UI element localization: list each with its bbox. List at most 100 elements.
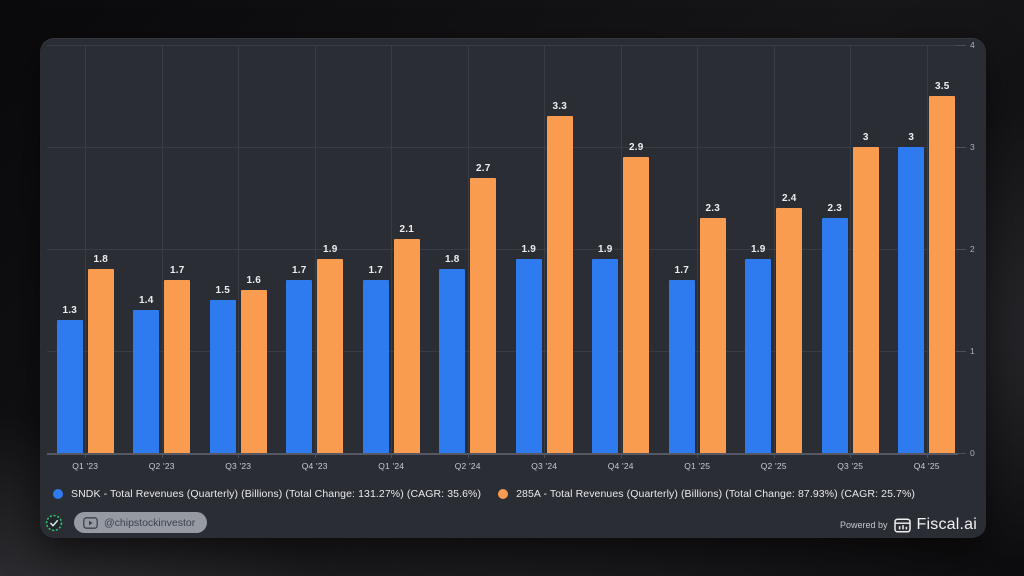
chart-panel: 0 1 2 3 4 Q1 '23 1.3 1.8 Q2 '23 1.4 1.7 Q3 '23 1.5 1.…	[40, 38, 986, 538]
gridline-y-1	[47, 351, 958, 352]
bar-285a-Q3'24	[546, 116, 573, 453]
x-tick-mark	[161, 453, 163, 458]
legend-item-285a: 285A - Total Revenues (Quarterly) (Billi…	[498, 488, 915, 500]
y-axis-tick-label: 2	[970, 244, 975, 254]
powered-by: Powered by Fiscal.ai	[840, 514, 977, 536]
y-tick-mark-2	[956, 249, 966, 250]
y-axis-tick-label: 3	[970, 142, 975, 152]
bar-value-label: 1.5	[215, 285, 230, 296]
bar-value-label: 2.9	[628, 142, 644, 154]
bar-value-label: 1.9	[322, 244, 338, 256]
x-tick-mark	[850, 453, 852, 458]
bar-285a-Q2'25	[776, 208, 803, 453]
gridline-y-3	[47, 147, 958, 148]
bar-value-label: 1.7	[368, 264, 383, 276]
y-tick-mark-3	[956, 147, 966, 148]
x-tick-mark	[620, 453, 622, 458]
x-tick-mark	[544, 453, 546, 458]
bar-sndk-Q3'24	[515, 259, 542, 453]
verified-check-icon	[45, 514, 63, 531]
gridline-y-4	[47, 45, 958, 46]
x-axis-label: Q4 '24	[607, 461, 634, 471]
bar-285a-Q2'23	[164, 279, 191, 453]
bar-sndk-Q1'23	[56, 320, 83, 453]
legend-swatch-sndk	[53, 489, 63, 499]
y-axis-tick-label: 0	[970, 448, 975, 458]
bar-285a-Q4'25	[929, 96, 956, 453]
bar-value-label: 1.7	[169, 264, 185, 276]
bar-value-label: 1.8	[93, 254, 108, 266]
brand-name: Fiscal.ai	[916, 516, 977, 533]
x-axis-label: Q4 '25	[913, 461, 940, 471]
x-axis-label: Q1 '25	[684, 461, 711, 471]
x-tick-mark	[391, 453, 393, 458]
bar-285a-Q2'24	[470, 177, 497, 453]
bar-value-label: 3.3	[552, 101, 567, 113]
x-axis-label: Q4 '23	[301, 461, 328, 471]
gridline-x-5	[391, 45, 393, 453]
x-axis-baseline	[47, 453, 958, 455]
bar-sndk-Q1'24	[362, 279, 389, 453]
x-axis-label: Q3 '23	[225, 461, 252, 471]
bar-sndk-Q4'25	[898, 147, 925, 453]
bar-value-label: 2.4	[781, 193, 797, 205]
bar-value-label: 1.9	[750, 244, 766, 256]
x-tick-mark	[238, 453, 240, 458]
bar-sndk-Q3'25	[821, 218, 848, 453]
x-axis-label: Q3 '24	[531, 461, 558, 471]
bar-value-label: 1.4	[138, 295, 154, 307]
play-icon	[83, 516, 98, 529]
bar-sndk-Q1'25	[668, 279, 695, 453]
y-axis-tick-label: 1	[970, 346, 975, 356]
bar-value-label: 3	[862, 132, 869, 143]
gridline-x-10	[773, 45, 775, 453]
y-axis-tick-label: 4	[970, 40, 975, 50]
bar-285a-Q4'24	[623, 157, 650, 453]
channel-badge: @chipstockinvestor	[74, 512, 208, 533]
chart-legend: SNDK - Total Revenues (Quarterly) (Billi…	[53, 486, 915, 502]
legend-label-sndk: SNDK - Total Revenues (Quarterly) (Billi…	[71, 488, 482, 500]
gridline-y-2	[47, 249, 958, 250]
channel-handle: @chipstockinvestor	[104, 516, 196, 529]
bar-value-label: 1.7	[291, 264, 307, 276]
bar-value-label: 2.3	[705, 203, 720, 215]
bar-sndk-Q4'23	[286, 279, 313, 453]
bar-sndk-Q2'25	[745, 259, 772, 453]
x-axis-label: Q3 '25	[837, 461, 864, 471]
bar-sndk-Q2'23	[133, 310, 160, 453]
watermark-row: @chipstockinvestor	[45, 512, 208, 533]
gridline-x-3	[238, 45, 240, 453]
gridline-x-9	[697, 45, 699, 453]
x-tick-mark	[467, 453, 469, 458]
bar-sndk-Q3'23	[209, 300, 236, 453]
bar-285a-Q3'25	[852, 147, 879, 453]
x-axis-label: Q1 '24	[378, 461, 405, 471]
bar-value-label: 1.6	[246, 274, 261, 286]
x-tick-mark	[697, 453, 699, 458]
gridline-x-12	[926, 45, 928, 453]
legend-label-285a: 285A - Total Revenues (Quarterly) (Billi…	[516, 488, 916, 500]
bar-value-label: 3	[908, 132, 915, 143]
bar-sndk-Q2'24	[439, 269, 466, 453]
gridline-x-11	[850, 45, 852, 453]
y-tick-mark-1	[956, 351, 966, 352]
bar-value-label: 1.7	[674, 264, 689, 276]
bar-285a-Q1'24	[393, 238, 420, 453]
bar-value-label: 2.3	[827, 203, 842, 215]
bar-value-label: 1.8	[444, 254, 460, 266]
x-axis-label: Q1 '23	[72, 461, 99, 471]
bar-sndk-Q4'24	[592, 259, 619, 453]
bar-285a-Q1'23	[87, 269, 114, 453]
gridline-x-1	[85, 45, 87, 453]
bar-value-label: 1.3	[62, 305, 77, 317]
bar-285a-Q1'25	[699, 218, 726, 453]
y-tick-mark-4	[956, 45, 966, 46]
bar-value-label: 3.5	[934, 81, 950, 92]
x-tick-mark	[314, 453, 316, 458]
legend-item-sndk: SNDK - Total Revenues (Quarterly) (Billi…	[53, 488, 481, 500]
gridline-x-7	[544, 45, 546, 453]
x-axis-label: Q2 '24	[454, 461, 481, 471]
gridline-x-2	[161, 45, 163, 453]
plot-area: 0 1 2 3 4 Q1 '23 1.3 1.8 Q2 '23 1.4 1.7 Q3 '23 1.5 1.…	[40, 38, 986, 538]
